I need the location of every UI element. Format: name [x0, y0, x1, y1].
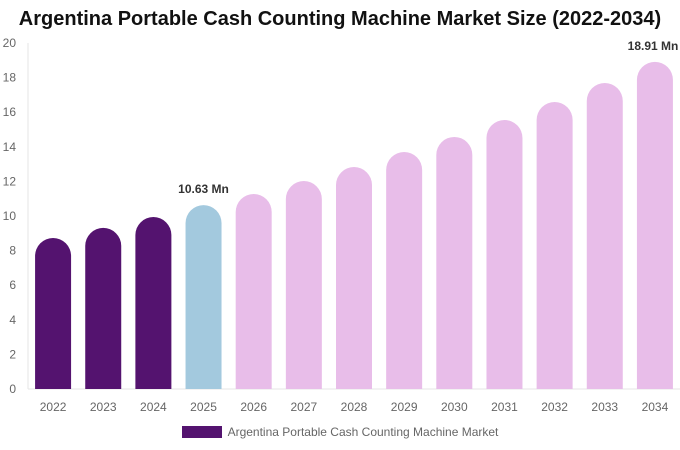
- data-label: 18.91 Mn: [628, 39, 679, 53]
- x-tick-label: 2024: [140, 400, 167, 414]
- y-tick-label: 20: [3, 36, 17, 50]
- legend-label: Argentina Portable Cash Counting Machine…: [227, 425, 499, 439]
- bar-2034: [636, 61, 673, 390]
- y-tick-label: 0: [9, 382, 16, 396]
- y-tick-label: 10: [3, 209, 17, 223]
- x-tick-label: 2030: [441, 400, 468, 414]
- chart-title: Argentina Portable Cash Counting Machine…: [18, 8, 662, 30]
- x-tick-label: 2023: [90, 400, 117, 414]
- x-tick-label: 2025: [190, 400, 217, 414]
- bar-2023: [85, 227, 122, 389]
- y-tick-label: 18: [3, 71, 17, 85]
- bar-2033: [586, 82, 623, 389]
- x-tick-label: 2026: [240, 400, 267, 414]
- x-tick-label: 2022: [40, 400, 67, 414]
- x-tick-label: 2033: [591, 400, 618, 414]
- data-label: 10.63 Mn: [178, 182, 229, 196]
- bar-2029: [386, 151, 423, 389]
- bar-2026: [235, 194, 272, 389]
- bar-2032: [536, 101, 573, 390]
- y-tick-label: 6: [9, 278, 16, 292]
- y-tick-label: 14: [3, 140, 17, 154]
- legend-swatch: [181, 426, 222, 438]
- y-tick-label: 8: [9, 244, 16, 258]
- y-tick-label: 12: [3, 174, 17, 188]
- bar-2030: [436, 136, 473, 389]
- bar-2031: [486, 119, 523, 390]
- bar-2028: [336, 167, 372, 389]
- y-tick-label: 16: [3, 105, 17, 119]
- x-tick-label: 2027: [290, 400, 317, 414]
- x-tick-label: 2032: [541, 400, 568, 414]
- y-tick-label: 4: [9, 313, 16, 327]
- bar-2027: [285, 181, 322, 389]
- x-tick-label: 2034: [642, 400, 669, 414]
- x-tick-label: 2028: [341, 400, 368, 414]
- bar-2024: [135, 217, 172, 389]
- y-tick-label: 2: [9, 347, 16, 361]
- x-tick-label: 2031: [491, 400, 518, 414]
- bar-2025: [185, 205, 222, 389]
- legend: Argentina Portable Cash Counting Machine…: [0, 425, 680, 439]
- x-tick-label: 2029: [391, 400, 418, 414]
- bar-2022: [35, 237, 72, 389]
